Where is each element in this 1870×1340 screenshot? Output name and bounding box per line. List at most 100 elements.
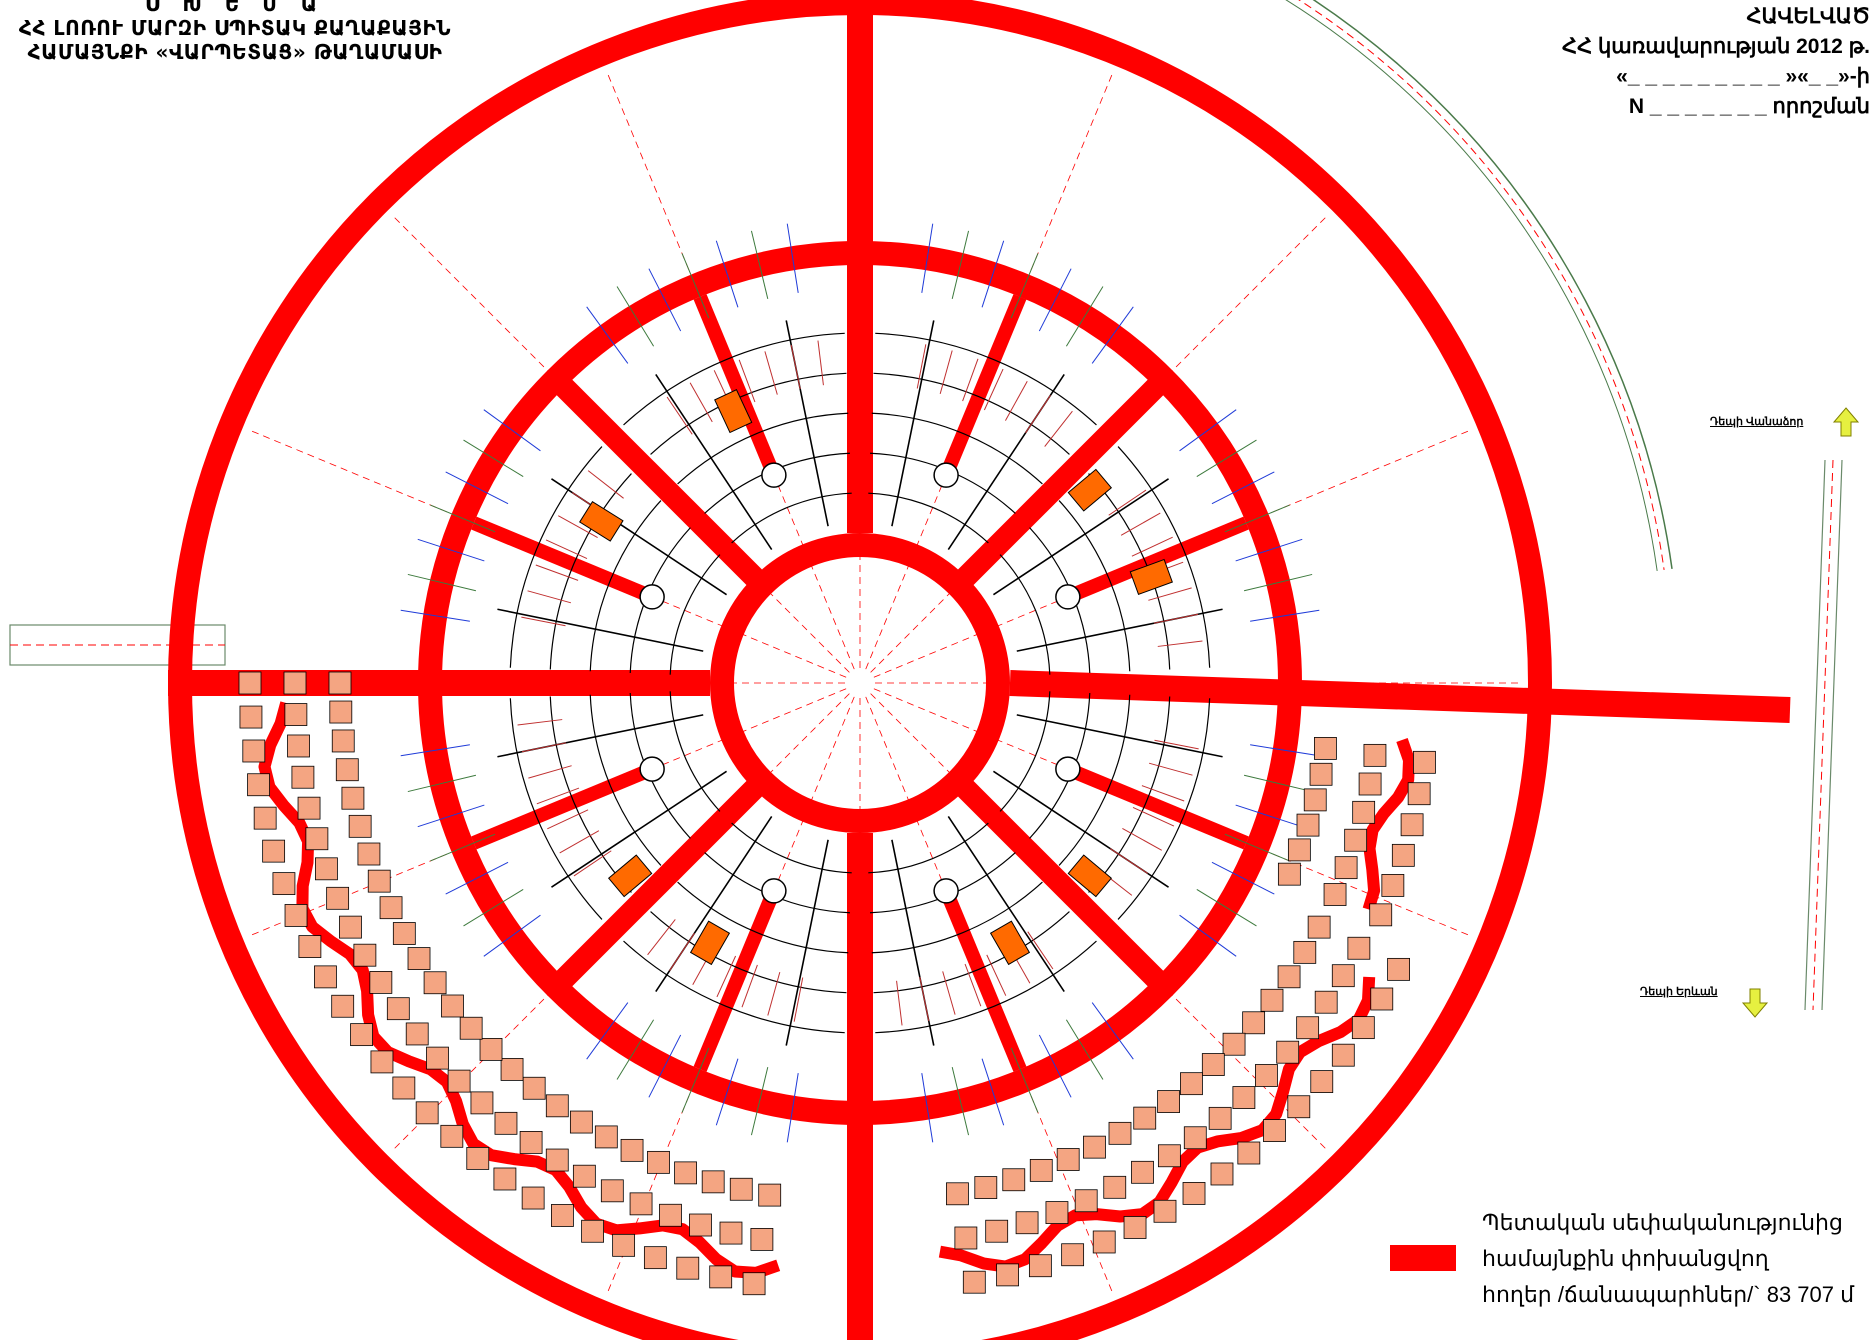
utility-line xyxy=(750,1066,769,1136)
utility-line xyxy=(1243,774,1313,793)
house-plot xyxy=(522,1076,546,1100)
utility-line xyxy=(681,253,710,319)
plot-arc xyxy=(1117,698,1211,920)
utility-line xyxy=(1025,395,1051,434)
house-plot xyxy=(1208,1106,1232,1130)
plot-arc xyxy=(871,881,1043,954)
utility-line xyxy=(407,573,477,592)
house-plot xyxy=(1131,1160,1154,1184)
house-plot xyxy=(1369,903,1393,927)
house-plot xyxy=(1381,874,1405,897)
house-plot xyxy=(441,994,464,1018)
house-plot xyxy=(1133,1106,1157,1130)
utility-line xyxy=(916,344,927,389)
plot-boundary xyxy=(551,770,728,888)
house-plot xyxy=(1108,1121,1132,1145)
house-plot xyxy=(1363,743,1387,767)
spur-street xyxy=(1065,762,1249,850)
house-plot xyxy=(1314,990,1338,1014)
house-plot xyxy=(331,729,355,753)
plot-arc xyxy=(868,822,989,874)
house-plot xyxy=(329,700,353,724)
plot-arc xyxy=(650,372,847,455)
house-plot xyxy=(643,1246,667,1270)
house-plot xyxy=(1255,1064,1278,1087)
utility-line xyxy=(1154,739,1199,750)
utility-line xyxy=(669,932,695,971)
plot-arc xyxy=(999,554,1051,675)
utility-line xyxy=(1141,785,1185,802)
plot-arc xyxy=(669,691,721,812)
utility-line xyxy=(921,223,934,293)
utility-line xyxy=(689,382,713,423)
ring-road xyxy=(710,533,1010,833)
direction-arrows xyxy=(1741,407,1860,1018)
house-plot xyxy=(392,1076,416,1100)
house-plot xyxy=(701,1170,725,1194)
house-plot xyxy=(974,1176,998,1199)
plot-arc xyxy=(1088,473,1171,670)
utility-line xyxy=(1131,536,1173,557)
spur-street xyxy=(1065,516,1249,604)
house-plot xyxy=(470,1091,494,1115)
house-plot xyxy=(314,965,337,989)
utility-line xyxy=(521,616,566,627)
plot-arc xyxy=(677,412,849,485)
house-plot xyxy=(1201,1053,1225,1076)
house-plot xyxy=(284,904,308,927)
plot-arc xyxy=(731,822,852,874)
utility-line xyxy=(417,538,485,562)
plot-boundary xyxy=(785,839,829,1046)
plot-arc xyxy=(1058,500,1131,672)
utility-line xyxy=(517,719,563,726)
house-plot xyxy=(238,671,262,695)
house-plot xyxy=(407,947,431,970)
house-plot xyxy=(719,1221,743,1245)
utility-line xyxy=(716,955,737,998)
plot-boundary xyxy=(1016,714,1223,758)
spur-street xyxy=(471,762,655,850)
house-plot xyxy=(1242,1011,1266,1035)
public-building xyxy=(579,500,624,542)
plot-boundary xyxy=(655,374,773,551)
house-plot xyxy=(1407,782,1431,806)
utility-line xyxy=(573,850,612,877)
utility-line xyxy=(1153,613,1199,624)
utility-line xyxy=(547,809,589,830)
house-plot xyxy=(1157,1090,1180,1113)
house-plot xyxy=(1074,1189,1098,1213)
plot-arc xyxy=(731,492,852,544)
legend-text: Պետական սեփականությունից համայնքին փոխան… xyxy=(1482,1205,1854,1313)
house-plot xyxy=(750,1228,774,1251)
public-building xyxy=(1067,854,1113,898)
utility-line xyxy=(793,977,804,1022)
house-plot xyxy=(239,705,263,729)
house-plot xyxy=(1293,940,1317,964)
house-plot xyxy=(1314,737,1337,760)
house-plot xyxy=(1296,1016,1320,1040)
approval-date-line: «_ _ _ _ _ _ _ _ _ »«_ _»-ի xyxy=(1616,65,1870,88)
house-plot xyxy=(287,734,310,758)
house-plot xyxy=(348,814,372,838)
legend-road-swatch xyxy=(1390,1245,1456,1271)
utility-line xyxy=(1148,587,1192,601)
plot-arc xyxy=(873,911,1070,994)
utility-line xyxy=(407,774,477,793)
public-building xyxy=(714,389,753,434)
house-plot xyxy=(305,827,329,851)
public-building xyxy=(607,854,653,898)
utility-line xyxy=(738,359,756,403)
house-plot xyxy=(298,935,322,958)
approval-decision-line: N _ _ _ _ _ _ _ որոշման xyxy=(1628,95,1870,118)
house-plot xyxy=(283,671,307,695)
utility-line xyxy=(483,409,541,452)
utility-line xyxy=(647,919,676,956)
cul-de-sac xyxy=(761,462,787,488)
house-plot xyxy=(1344,828,1368,852)
diagonal-avenue xyxy=(555,779,764,988)
house-plot xyxy=(985,1219,1009,1243)
direction-label-south: Դեպի Երևան xyxy=(1640,986,1718,998)
plan-title-line-2: ՀՀ ԼՈՌՈՒ ՄԱՐԶԻ ՍՊԻՏԱԿ ՔԱՂԱՔԱՅԻՆ xyxy=(18,16,452,40)
east-highway-axis xyxy=(1812,459,1834,1011)
cul-de-sac xyxy=(761,878,787,904)
